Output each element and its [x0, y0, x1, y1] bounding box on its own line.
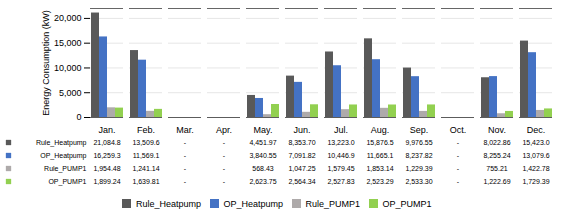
svg-text:1,422.78: 1,422.78: [522, 165, 549, 172]
svg-text:-: -: [223, 152, 226, 159]
svg-text:5,000: 5,000: [59, 88, 82, 98]
svg-text:755.21: 755.21: [486, 165, 508, 172]
svg-text:Aug.: Aug.: [371, 125, 390, 135]
svg-text:15,000: 15,000: [54, 38, 82, 48]
svg-text:9,976.55: 9,976.55: [405, 139, 432, 146]
svg-text:1,047.25: 1,047.25: [288, 165, 315, 172]
svg-text:May.: May.: [254, 125, 273, 135]
svg-text:8,237.82: 8,237.82: [405, 152, 432, 159]
svg-text:4,451.97: 4,451.97: [249, 139, 276, 146]
svg-text:-: -: [457, 178, 460, 185]
svg-text:2,527.83: 2,527.83: [327, 178, 354, 185]
svg-text:10,000: 10,000: [54, 63, 82, 73]
svg-text:2,523.29: 2,523.29: [366, 178, 393, 185]
svg-text:Oct.: Oct.: [450, 125, 467, 135]
svg-text:1,954.48: 1,954.48: [93, 165, 120, 172]
svg-text:OP_Heatpump: OP_Heatpump: [40, 152, 86, 160]
html-text:Rule_Heatpump: Rule_Heatpump: [135, 198, 201, 209]
svg-text:21,084.8: 21,084.8: [93, 139, 120, 146]
svg-text:Dec.: Dec.: [527, 125, 546, 135]
html-text:Rule_PUMP1: Rule_PUMP1: [305, 198, 360, 209]
svg-text:Jul.: Jul.: [334, 125, 348, 135]
svg-text:2,533.30: 2,533.30: [405, 178, 432, 185]
svg-text:568.43: 568.43: [252, 165, 274, 172]
svg-text:1,639.81: 1,639.81: [132, 178, 159, 185]
svg-text:-: -: [223, 165, 226, 172]
svg-text:Jan.: Jan.: [98, 125, 115, 135]
svg-text:Energy Consumption (kW): Energy Consumption (kW): [41, 10, 51, 116]
svg-text:OP_PUMP1: OP_PUMP1: [48, 178, 86, 186]
svg-text:13,509.6: 13,509.6: [132, 139, 159, 146]
svg-text:3,840.55: 3,840.55: [249, 152, 276, 159]
svg-text:-: -: [184, 152, 187, 159]
svg-text:1,241.14: 1,241.14: [132, 165, 159, 172]
svg-text:2,623.75: 2,623.75: [249, 178, 276, 185]
svg-text:-: -: [184, 178, 187, 185]
svg-text:1,853.14: 1,853.14: [366, 165, 393, 172]
svg-text:-: -: [457, 152, 460, 159]
svg-text:1,222.69: 1,222.69: [483, 178, 510, 185]
svg-text:8,022.86: 8,022.86: [483, 139, 510, 146]
svg-text:10,446.9: 10,446.9: [327, 152, 354, 159]
svg-text:11,665.1: 11,665.1: [367, 152, 394, 159]
svg-text:8,353.70: 8,353.70: [288, 139, 315, 146]
svg-text:Nov.: Nov.: [488, 125, 506, 135]
svg-text:15,876.5: 15,876.5: [366, 139, 393, 146]
svg-text:-: -: [457, 139, 460, 146]
svg-text:13,079.6: 13,079.6: [522, 152, 549, 159]
svg-text:11,569.1: 11,569.1: [133, 152, 160, 159]
svg-text:Rule_PUMP1: Rule_PUMP1: [44, 165, 87, 173]
svg-text:0: 0: [76, 112, 81, 122]
svg-text:16,259.3: 16,259.3: [93, 152, 120, 159]
svg-text:-: -: [223, 139, 226, 146]
html-text:OP_PUMP1: OP_PUMP1: [382, 198, 432, 209]
svg-text:Jun.: Jun.: [293, 125, 310, 135]
svg-text:Sep.: Sep.: [410, 125, 429, 135]
svg-text:-: -: [457, 165, 460, 172]
svg-text:-: -: [184, 139, 187, 146]
svg-text:Feb.: Feb.: [137, 125, 155, 135]
svg-text:1,729.39: 1,729.39: [522, 178, 549, 185]
svg-text:-: -: [184, 165, 187, 172]
svg-text:7,091.82: 7,091.82: [288, 152, 315, 159]
html-text:OP_Heatpump: OP_Heatpump: [223, 198, 283, 209]
svg-text:Mar.: Mar.: [176, 125, 194, 135]
svg-text:1,579.45: 1,579.45: [327, 165, 354, 172]
svg-text:Apr.: Apr.: [216, 125, 232, 135]
svg-text:2,564.34: 2,564.34: [288, 178, 315, 185]
svg-text:15,423.0: 15,423.0: [522, 139, 549, 146]
svg-text:13,223.0: 13,223.0: [327, 139, 354, 146]
svg-text:Rule_Heatpump: Rule_Heatpump: [36, 139, 87, 147]
svg-text:20,000: 20,000: [54, 13, 82, 23]
svg-text:-: -: [223, 178, 226, 185]
svg-text:1,899.24: 1,899.24: [93, 178, 120, 185]
svg-text:1,229.39: 1,229.39: [405, 165, 432, 172]
svg-text:8,255.24: 8,255.24: [483, 152, 510, 159]
